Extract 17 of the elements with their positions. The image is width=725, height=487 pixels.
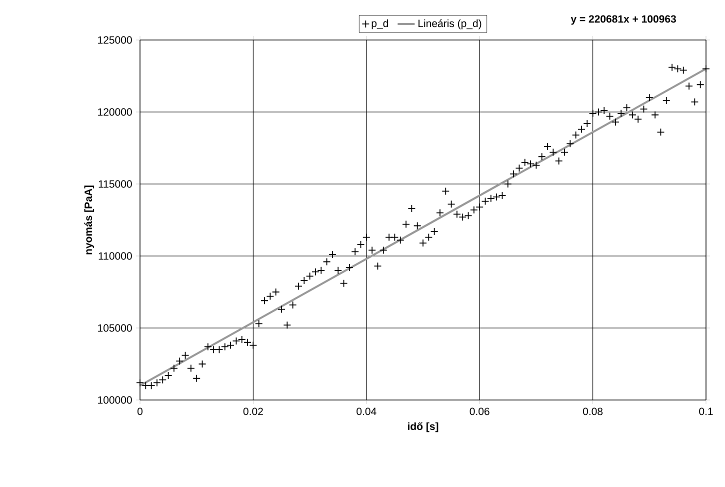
x-axis-title: idő [s] <box>408 422 438 432</box>
x-tick-label: 0.08 <box>582 408 603 416</box>
legend-label: p_d <box>372 19 388 30</box>
x-tick-label: 0.04 <box>356 408 376 416</box>
y-tick-label: 120000 <box>98 108 132 116</box>
y-tick-label: 110000 <box>98 252 132 260</box>
y-tick-label: 100000 <box>98 396 132 404</box>
legend-label: Lineáris (p_d) <box>418 19 482 30</box>
y-tick-label: 125000 <box>98 36 132 44</box>
y-tick-label: 105000 <box>98 324 132 332</box>
y-axis-title: nyomás [PaA] <box>84 186 94 254</box>
text: y = 220681x + 100963 <box>570 15 676 25</box>
x-tick-label: 0.02 <box>243 408 263 416</box>
x-tick-label: 0.1 <box>699 408 713 416</box>
x-tick-label: 0.06 <box>470 408 490 416</box>
y-tick-label: 115000 <box>98 180 132 188</box>
x-tick-label: 0 <box>137 408 143 416</box>
